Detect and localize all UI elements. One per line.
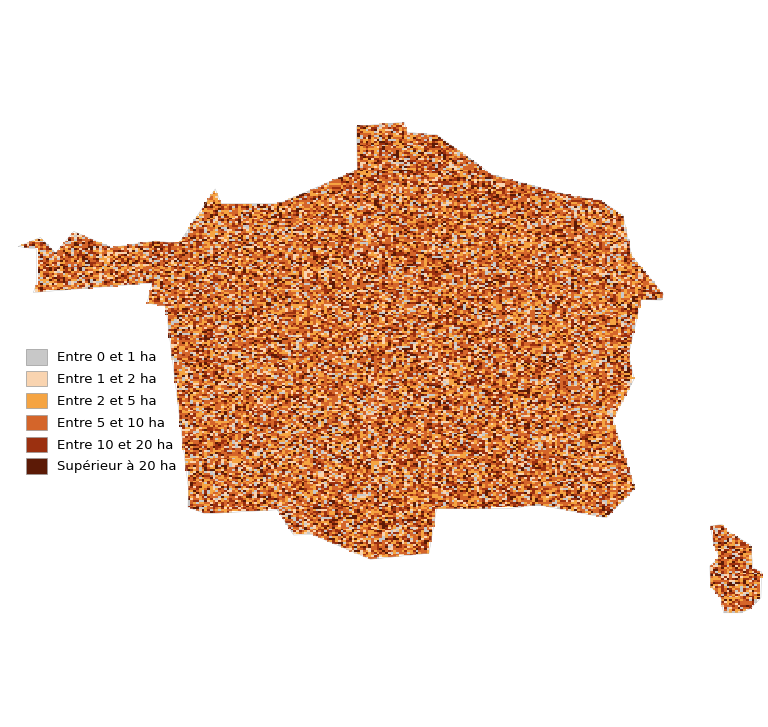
- Legend: Entre 0 et 1 ha, Entre 1 et 2 ha, Entre 2 et 5 ha, Entre 5 et 10 ha, Entre 10 et: Entre 0 et 1 ha, Entre 1 et 2 ha, Entre …: [26, 349, 177, 474]
